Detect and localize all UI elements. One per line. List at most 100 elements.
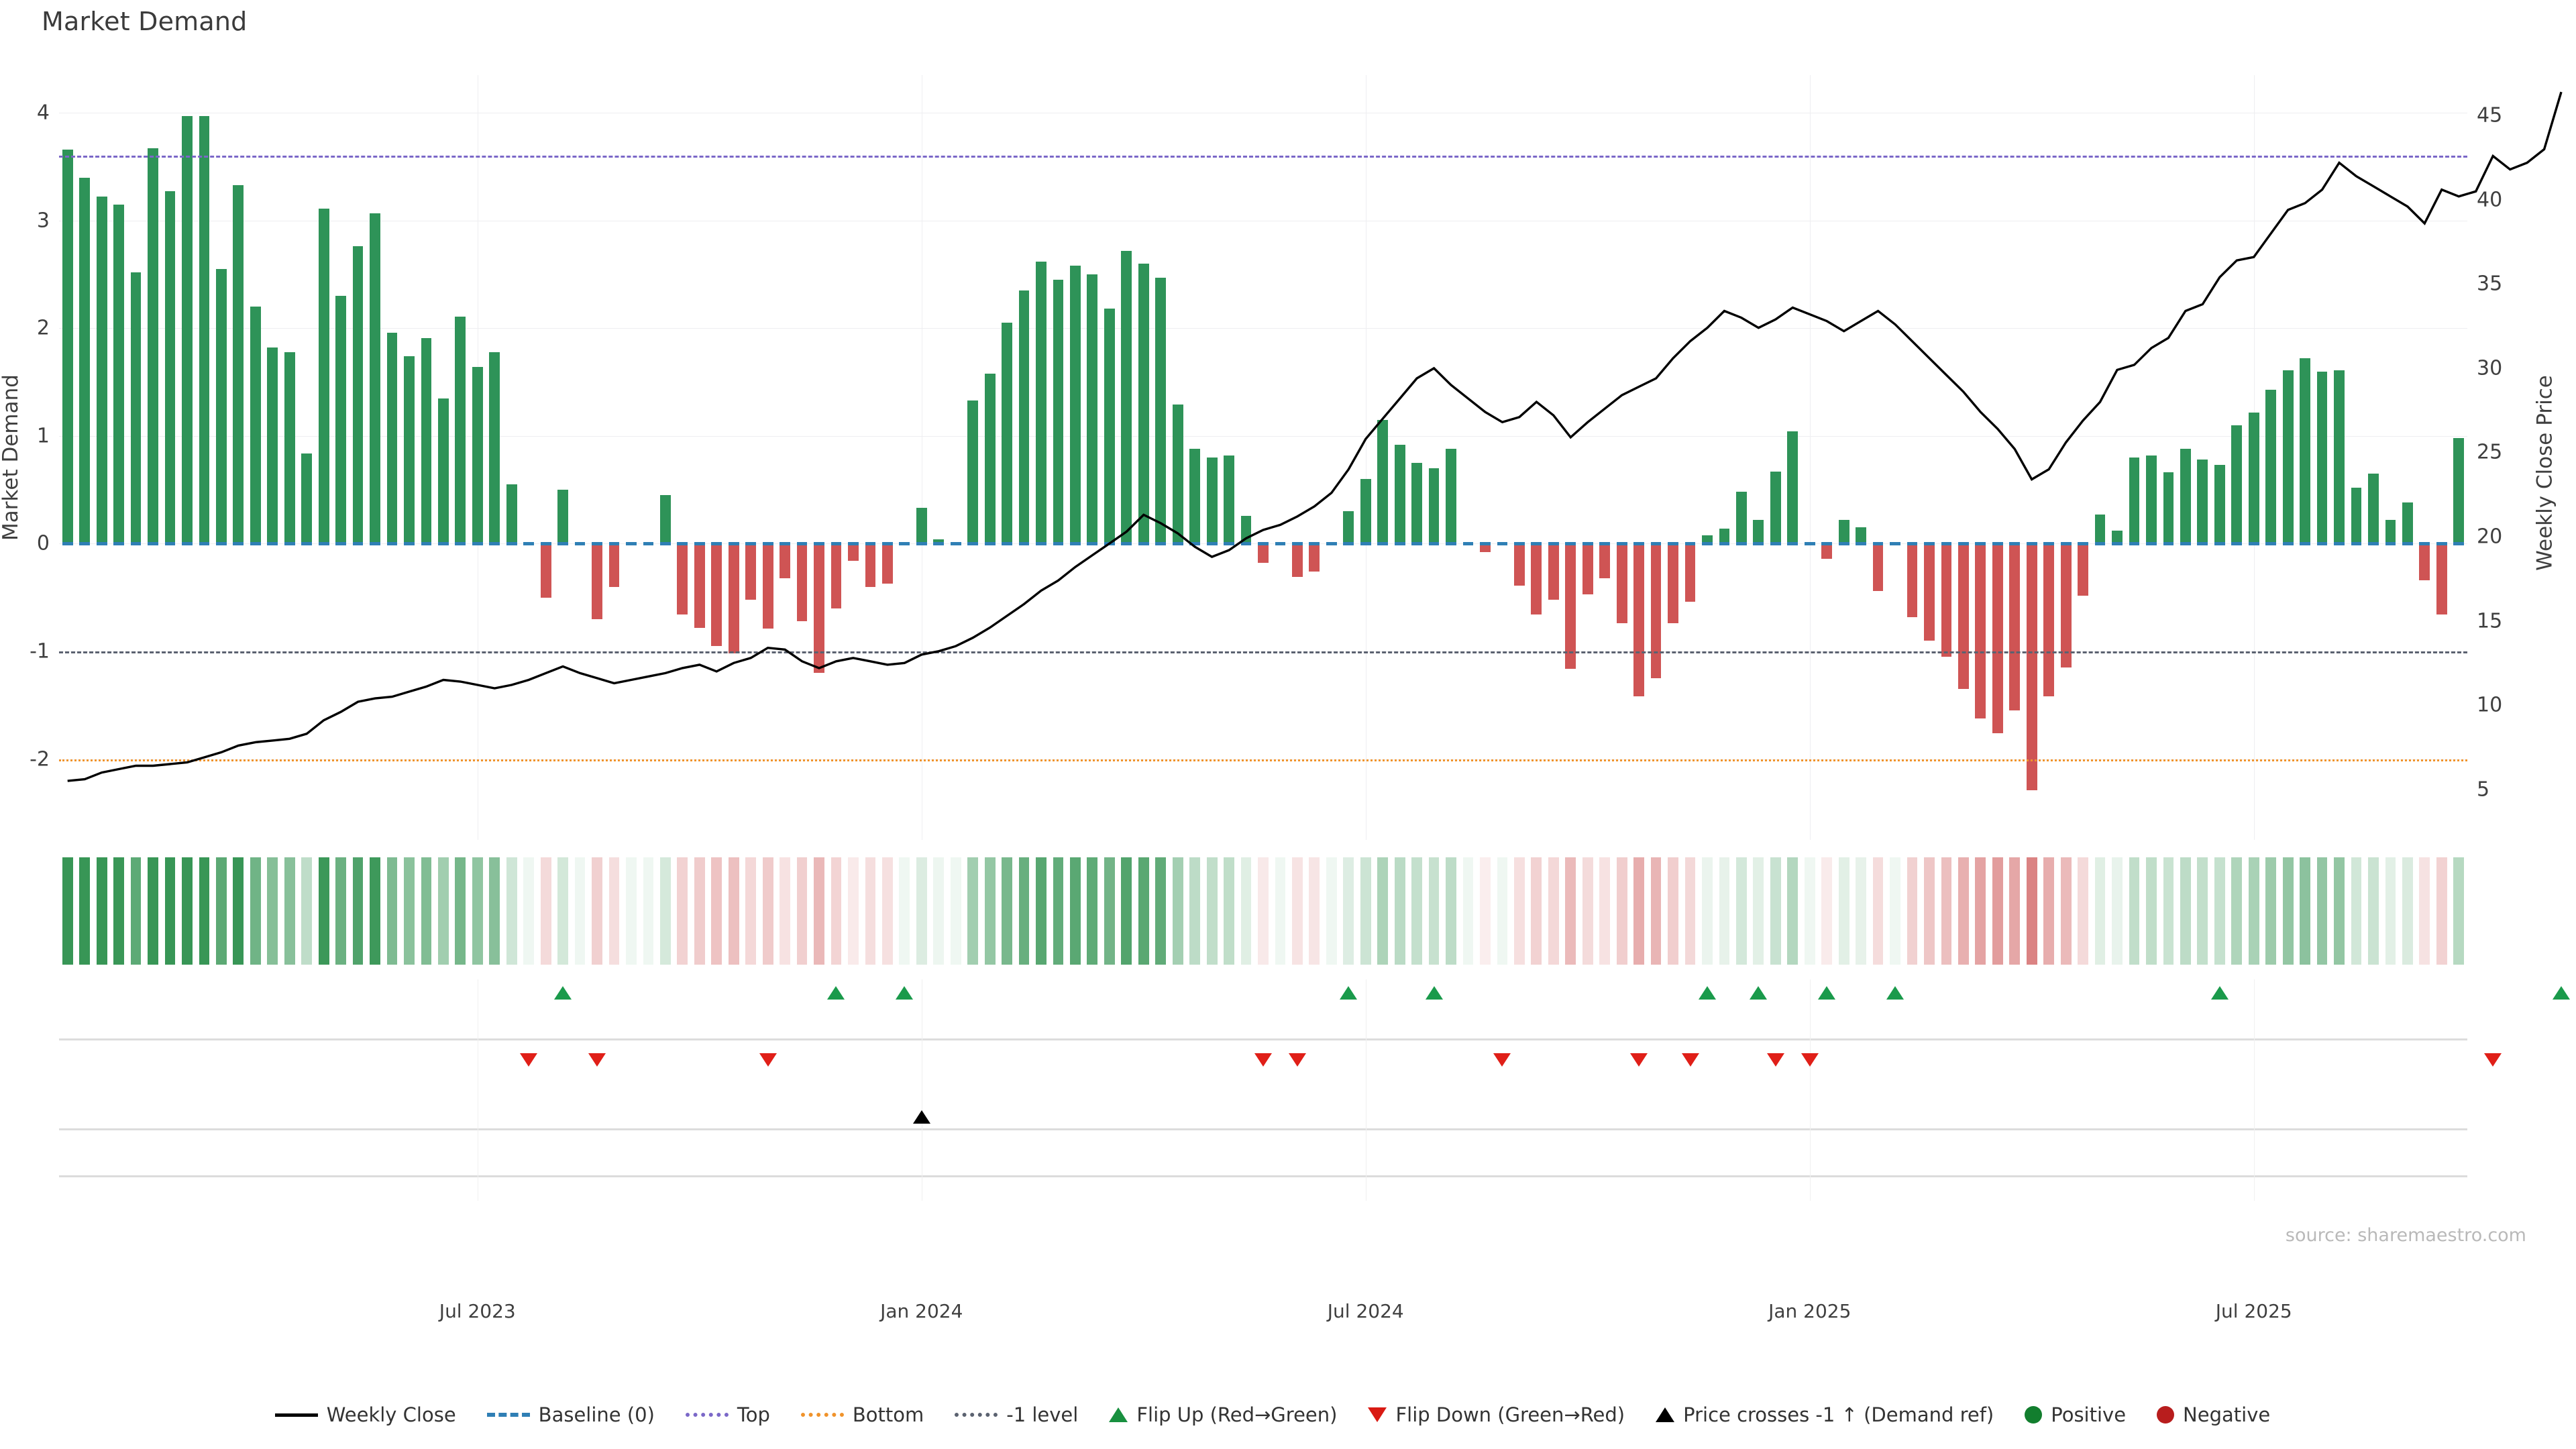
heat-cell bbox=[113, 857, 124, 965]
demand-bar bbox=[984, 373, 996, 544]
demand-bar bbox=[1343, 511, 1354, 544]
baseline-segment bbox=[1377, 542, 1389, 546]
marker-divider-2 bbox=[59, 1128, 2467, 1130]
baseline-segment bbox=[1497, 542, 1508, 546]
legend-item-7[interactable]: Price crosses -1 ↑ (Demand ref) bbox=[1656, 1403, 1994, 1426]
demand-bar bbox=[1189, 449, 1201, 544]
x-axis-tick: Jan 2024 bbox=[880, 1300, 963, 1322]
baseline-segment bbox=[1428, 542, 1440, 546]
baseline-segment bbox=[2078, 542, 2089, 546]
demand-bar bbox=[967, 400, 979, 544]
heat-cell bbox=[2197, 857, 2208, 965]
baseline-segment bbox=[1804, 542, 1815, 546]
legend-item-9[interactable]: Negative bbox=[2157, 1403, 2270, 1426]
baseline-segment bbox=[557, 542, 568, 546]
legend-item-8[interactable]: Positive bbox=[2025, 1403, 2126, 1426]
demand-bar bbox=[2248, 412, 2259, 544]
baseline-segment bbox=[1275, 542, 1286, 546]
heat-cell bbox=[677, 857, 688, 965]
heat-cell bbox=[404, 857, 415, 965]
heat-cell bbox=[96, 857, 107, 965]
baseline-segment bbox=[215, 542, 227, 546]
heat-cell bbox=[352, 857, 364, 965]
baseline-segment bbox=[404, 542, 415, 546]
baseline-segment bbox=[62, 542, 73, 546]
heat-cell bbox=[1924, 857, 1935, 965]
legend-label: Flip Up (Red→Green) bbox=[1136, 1403, 1338, 1426]
baseline-segment bbox=[1087, 542, 1098, 546]
demand-bar bbox=[164, 191, 176, 544]
heat-cell bbox=[1292, 857, 1303, 965]
heat-cell bbox=[1343, 857, 1354, 965]
heat-cell bbox=[950, 857, 961, 965]
plot-canvas: 4 3 2 1 0 -1 -2 45 40 35 30 25 20 15 10 5 bbox=[30, 75, 2563, 840]
heat-cell bbox=[1087, 857, 1098, 965]
baseline-segment bbox=[233, 542, 244, 546]
baseline-segment bbox=[1616, 542, 1627, 546]
baseline-segment bbox=[1002, 542, 1012, 546]
right-axis-label: Weekly Close Price bbox=[2533, 374, 2557, 571]
heat-cell bbox=[130, 857, 142, 965]
demand-bar bbox=[62, 149, 73, 544]
demand-bar bbox=[2402, 502, 2413, 544]
baseline-segment bbox=[881, 542, 893, 546]
baseline-segment bbox=[2453, 542, 2465, 546]
demand-bar bbox=[1206, 458, 1218, 544]
legend-item-1[interactable]: Baseline (0) bbox=[486, 1403, 655, 1426]
heat-cell bbox=[267, 857, 278, 965]
right-axis-tick: 25 bbox=[2477, 440, 2503, 464]
x-axis-tick: Jul 2023 bbox=[439, 1300, 516, 1322]
demand-bar bbox=[2351, 487, 2362, 544]
heat-cell bbox=[1736, 857, 1747, 965]
baseline-segment bbox=[916, 542, 927, 546]
legend-item-3[interactable]: Bottom bbox=[800, 1403, 924, 1426]
baseline-segment bbox=[728, 542, 739, 546]
left-axis-tick: 3 bbox=[36, 209, 50, 233]
legend-label: Baseline (0) bbox=[538, 1403, 655, 1426]
demand-bar bbox=[2009, 543, 2021, 711]
legend-item-2[interactable]: Top bbox=[685, 1403, 770, 1426]
demand-bar bbox=[1907, 543, 1918, 617]
baseline-segment bbox=[1924, 542, 1935, 546]
flip-up-marker bbox=[896, 986, 914, 1000]
demand-bar bbox=[1684, 543, 1696, 602]
demand-bar bbox=[182, 116, 193, 544]
heat-cell bbox=[301, 857, 313, 965]
demand-bar bbox=[1258, 543, 1269, 564]
heat-cell bbox=[626, 857, 637, 965]
baseline-segment bbox=[1411, 542, 1423, 546]
bottom-reference-line bbox=[59, 759, 2467, 761]
demand-bar bbox=[2453, 438, 2465, 544]
heat-cell bbox=[2094, 857, 2106, 965]
legend-item-4[interactable]: -1 level bbox=[955, 1403, 1078, 1426]
flip-up-marker bbox=[1425, 986, 1443, 1000]
heat-cell bbox=[1616, 857, 1627, 965]
demand-bar bbox=[659, 495, 671, 544]
demand-bar bbox=[113, 204, 124, 544]
demand-bar bbox=[1616, 543, 1627, 624]
right-axis-tick: 15 bbox=[2477, 609, 2503, 633]
heat-cell bbox=[335, 857, 346, 965]
legend-swatch-icon bbox=[1109, 1407, 1128, 1422]
x-axis: Jul 2023 Jan 2024 Jul 2024 Jan 2025 Jul 2025 bbox=[59, 1295, 2467, 1335]
left-axis-label: Market Demand bbox=[0, 374, 23, 541]
demand-bar bbox=[455, 316, 466, 544]
legend-item-0[interactable]: Weekly Close bbox=[274, 1403, 456, 1426]
legend-item-5[interactable]: Flip Up (Red→Green) bbox=[1109, 1403, 1337, 1426]
demand-bar bbox=[814, 543, 824, 674]
main-chart-plot-area: Market Demand Weekly Close Price 4 3 2 1 0 -1… bbox=[0, 75, 2563, 840]
heat-cell bbox=[2300, 857, 2310, 965]
demand-bar bbox=[318, 209, 329, 544]
flip-down-marker bbox=[1766, 1053, 1784, 1067]
baseline-segment bbox=[284, 542, 295, 546]
baseline-segment bbox=[2180, 542, 2191, 546]
baseline-segment bbox=[1172, 542, 1183, 546]
heat-cell bbox=[1514, 857, 1525, 965]
legend-item-6[interactable]: Flip Down (Green→Red) bbox=[1368, 1403, 1625, 1426]
baseline-segment bbox=[1462, 542, 1474, 546]
demand-bar bbox=[96, 197, 107, 544]
heat-cell bbox=[489, 857, 500, 965]
heat-cell bbox=[1770, 857, 1781, 965]
baseline-segment bbox=[1531, 542, 1542, 546]
heat-cell bbox=[1821, 857, 1833, 965]
